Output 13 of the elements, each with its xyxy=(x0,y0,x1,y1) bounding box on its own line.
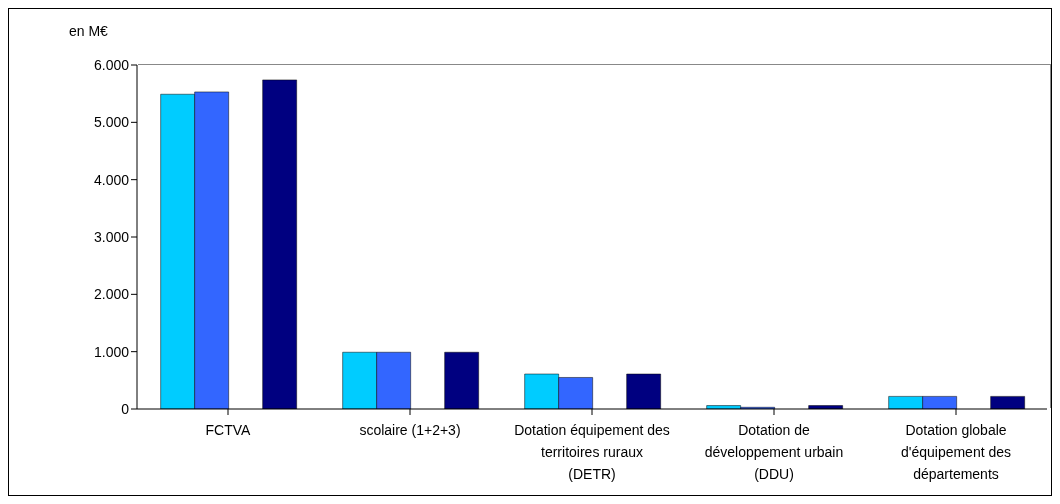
x-tick-label: Dotation globale d'équipement des départements xyxy=(900,421,1012,482)
y-tick-label: 6.000 xyxy=(93,56,130,73)
y-tick-label: 2.000 xyxy=(93,286,130,303)
x-tick-label: scolaire (1+2+3) xyxy=(359,421,461,438)
x-tick-label: Dotation équipement des territoires ruraux (DETR) xyxy=(514,421,670,482)
y-tick-label: 5.000 xyxy=(93,114,130,131)
y-tick-label: 3.000 xyxy=(93,228,130,245)
y-tick-label: 1.000 xyxy=(93,343,130,360)
x-tick-label: FCTVA xyxy=(205,421,252,438)
y-tick-label: 4.000 xyxy=(93,171,130,188)
y-tick-label: 0 xyxy=(121,400,130,417)
y-axis-title: en M€ xyxy=(69,23,108,39)
x-tick-label: Dotation de développement urbain (DDU) xyxy=(704,421,844,482)
